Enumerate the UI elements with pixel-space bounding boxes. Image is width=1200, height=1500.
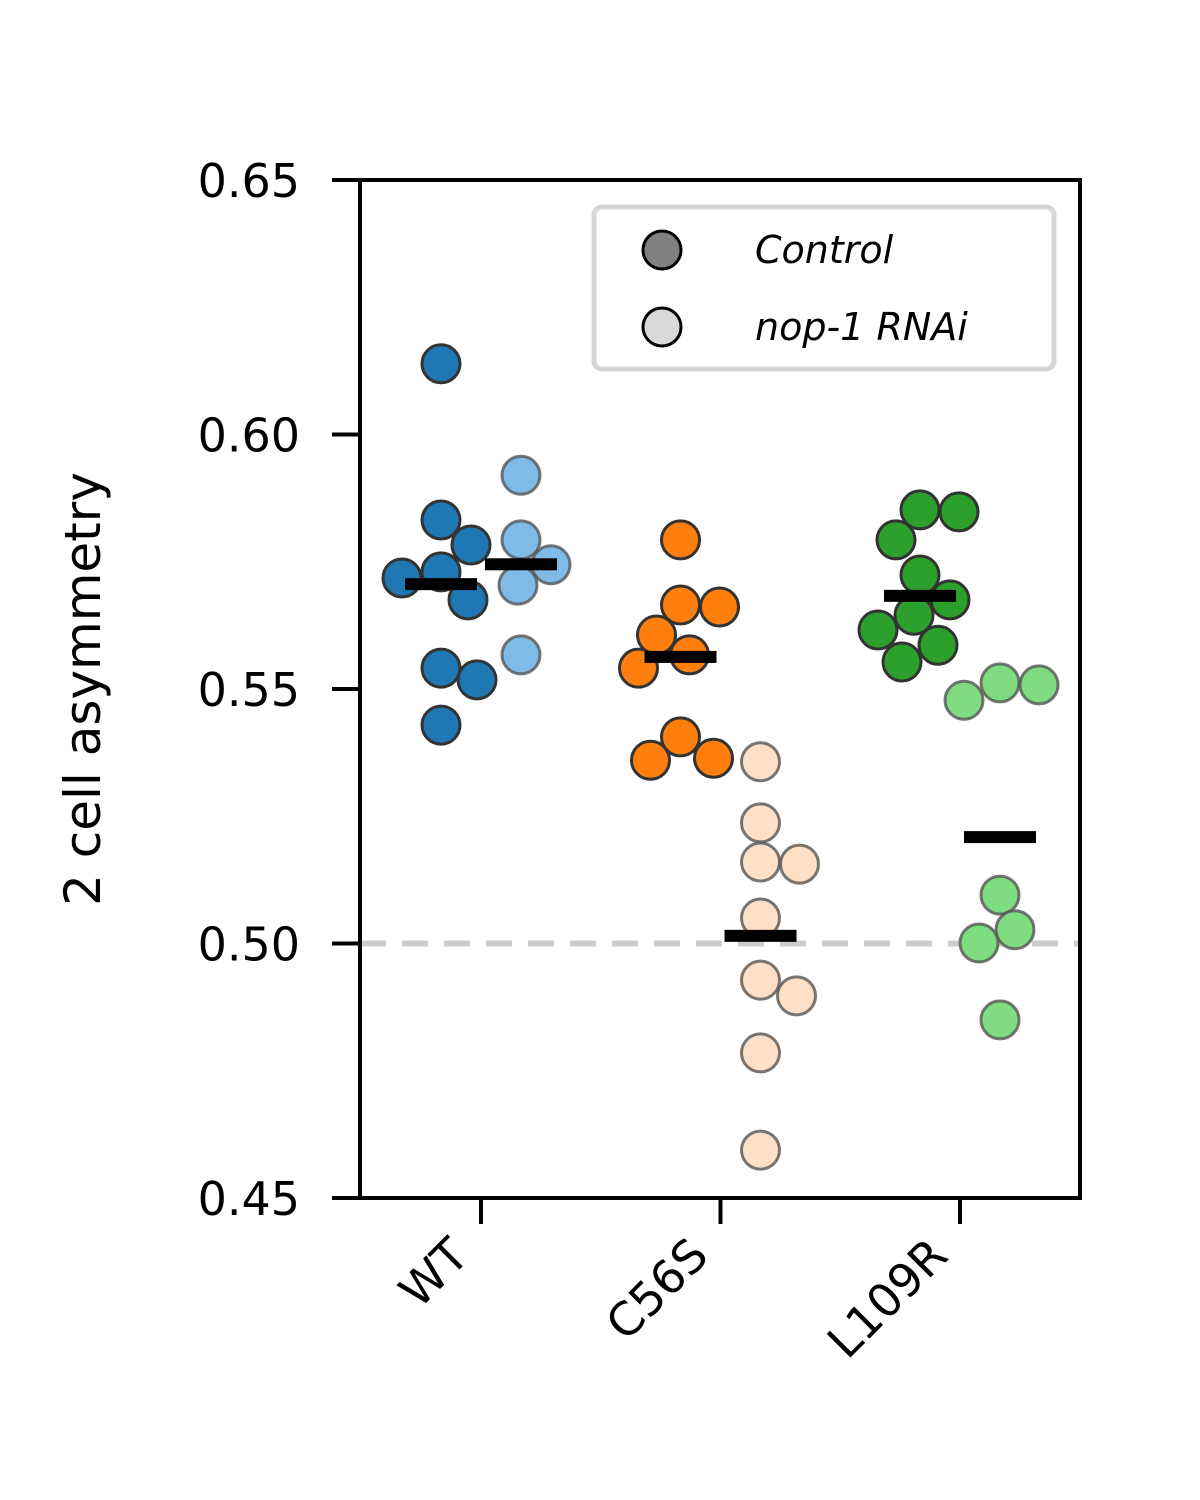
data-point xyxy=(994,909,1036,951)
y-tick-label: 0.55 xyxy=(198,663,300,717)
data-point xyxy=(958,922,1000,964)
x-tick-label: WT xyxy=(389,1227,480,1318)
data-point xyxy=(740,959,781,1001)
data-point xyxy=(779,843,820,885)
data-point xyxy=(630,739,671,781)
y-tick-label: 0.45 xyxy=(198,1172,300,1226)
data-point xyxy=(660,716,701,758)
data-point xyxy=(740,1129,781,1171)
data-point xyxy=(420,499,462,541)
data-point xyxy=(420,704,462,746)
data-point xyxy=(420,647,462,689)
y-tick-label: 0.50 xyxy=(198,918,300,972)
data-point xyxy=(450,524,492,566)
data-point xyxy=(456,659,498,701)
y-tick-label: 0.60 xyxy=(198,409,300,463)
legend-label: nop-1 RNAi xyxy=(755,305,968,349)
data-point xyxy=(740,1032,781,1074)
data-point xyxy=(500,634,542,676)
mean-bar xyxy=(485,558,557,571)
data-point xyxy=(917,624,959,666)
data-point xyxy=(500,454,542,496)
data-point xyxy=(979,874,1021,916)
mean-bar xyxy=(964,831,1036,844)
data-point xyxy=(875,519,917,561)
y-axis-label: 2 cell asymmetry xyxy=(54,472,112,906)
data-point xyxy=(381,557,423,599)
data-point xyxy=(943,679,985,721)
data-point xyxy=(938,491,980,533)
mean-bar xyxy=(405,578,477,591)
data-point xyxy=(740,802,781,844)
data-point xyxy=(497,564,539,606)
legend-marker xyxy=(641,306,683,348)
data-point xyxy=(660,519,701,561)
data-point xyxy=(1018,664,1060,706)
legend-label: Control xyxy=(755,228,894,272)
data-point xyxy=(693,737,734,779)
mean-bar xyxy=(884,589,956,602)
data-point xyxy=(979,662,1021,704)
legend-marker xyxy=(641,229,683,271)
plot-frame xyxy=(358,178,1082,1200)
mean-bar xyxy=(724,929,797,942)
data-point xyxy=(740,841,781,883)
data-point xyxy=(776,975,817,1017)
data-point xyxy=(857,609,899,651)
data-point xyxy=(881,641,923,683)
x-tick-label: L109R xyxy=(817,1228,958,1369)
data-point xyxy=(979,999,1021,1041)
data-point xyxy=(699,586,740,628)
legend-box xyxy=(591,204,1057,372)
data-point xyxy=(740,741,781,783)
mean-bar xyxy=(644,650,717,663)
y-tick-label: 0.65 xyxy=(198,154,300,208)
x-tick-label: C56S xyxy=(595,1228,718,1351)
data-point xyxy=(420,343,462,385)
